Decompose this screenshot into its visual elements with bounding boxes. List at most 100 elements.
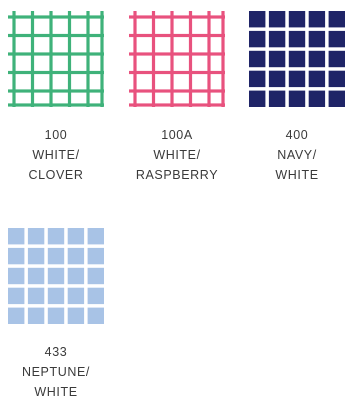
fabric-block: [268, 50, 286, 68]
fabric-horizontal-line: [8, 70, 104, 75]
swatch-color-line1: WHITE/: [153, 148, 201, 162]
fabric-pattern: [8, 228, 104, 324]
fabric-horizontal-line: [129, 89, 225, 93]
swatch-card[interactable]: 100 WHITE/ CLOVER: [8, 11, 108, 185]
swatch-number: 100A: [161, 128, 193, 142]
fabric-block: [67, 267, 85, 285]
swatch-number: 400: [285, 128, 309, 142]
fabric-block: [8, 307, 25, 324]
fabric-block: [87, 228, 104, 245]
swatch-card[interactable]: 433 NEPTUNE/ WHITE: [8, 228, 108, 402]
fabric-block: [8, 267, 25, 285]
fabric-block: [87, 267, 104, 285]
fabric-vertical-line: [221, 11, 225, 107]
fabric-pattern: [8, 11, 104, 107]
fabric-block: [27, 307, 45, 324]
swatch-caption: 400 NAVY/ WHITE: [249, 125, 345, 185]
fabric-swatch-image[interactable]: [8, 11, 104, 107]
fabric-block: [268, 11, 286, 28]
fabric-block: [8, 287, 25, 305]
fabric-block: [87, 247, 104, 265]
fabric-vertical-line: [170, 11, 174, 107]
fabric-vertical-line: [133, 11, 137, 107]
fabric-block: [308, 11, 326, 28]
fabric-block: [27, 247, 45, 265]
fabric-horizontal-line: [129, 70, 225, 75]
fabric-vertical-line: [151, 11, 156, 107]
fabric-vertical-line: [67, 11, 72, 107]
fabric-pattern: [129, 11, 225, 107]
fabric-block: [328, 70, 345, 88]
swatch-caption: 433 NEPTUNE/ WHITE: [8, 342, 104, 402]
fabric-block: [87, 307, 104, 324]
fabric-swatch-image[interactable]: [129, 11, 225, 107]
swatch-caption: 100A WHITE/ RASPBERRY: [129, 125, 225, 185]
swatch-color-line2: RASPBERRY: [135, 168, 219, 182]
fabric-vertical-line: [188, 11, 193, 107]
fabric-block: [249, 90, 266, 107]
fabric-block: [67, 247, 85, 265]
swatch-card[interactable]: 100A WHITE/ RASPBERRY: [129, 11, 229, 185]
fabric-block: [87, 287, 104, 305]
fabric-block: [67, 287, 85, 305]
swatch-color-line1: NEPTUNE/: [21, 365, 90, 379]
fabric-horizontal-line: [129, 52, 225, 56]
fabric-block: [8, 228, 25, 245]
fabric-vertical-line: [100, 11, 104, 107]
fabric-horizontal-line: [8, 52, 104, 56]
fabric-block: [47, 287, 65, 305]
fabric-block: [328, 30, 345, 48]
fabric-block: [249, 50, 266, 68]
fabric-horizontal-line: [129, 103, 225, 107]
fabric-block: [249, 30, 266, 48]
fabric-block: [47, 247, 65, 265]
fabric-block: [47, 228, 65, 245]
fabric-horizontal-line: [8, 33, 104, 38]
fabric-block: [47, 307, 65, 324]
swatch-color-line1: NAVY/: [277, 148, 317, 162]
fabric-block: [328, 11, 345, 28]
fabric-horizontal-line: [8, 103, 104, 107]
fabric-block: [67, 307, 85, 324]
fabric-block: [288, 11, 306, 28]
fabric-block: [268, 90, 286, 107]
fabric-horizontal-line: [129, 33, 225, 38]
fabric-block: [308, 30, 326, 48]
fabric-horizontal-line: [8, 15, 104, 19]
fabric-block: [27, 287, 45, 305]
fabric-swatch-image[interactable]: [8, 228, 104, 324]
fabric-vertical-line: [30, 11, 35, 107]
fabric-block: [308, 50, 326, 68]
swatch-caption: 100 WHITE/ CLOVER: [8, 125, 104, 185]
fabric-block: [288, 50, 306, 68]
swatch-color-line1: WHITE/: [32, 148, 80, 162]
fabric-block: [328, 50, 345, 68]
fabric-vertical-line: [86, 11, 90, 107]
fabric-pattern: [249, 11, 345, 107]
swatch-color-line2: WHITE: [34, 385, 78, 399]
fabric-vertical-line: [207, 11, 211, 107]
fabric-block: [27, 267, 45, 285]
fabric-vertical-line: [49, 11, 53, 107]
fabric-block: [288, 70, 306, 88]
fabric-block: [47, 267, 65, 285]
fabric-block: [268, 30, 286, 48]
fabric-block: [67, 228, 85, 245]
fabric-block: [8, 247, 25, 265]
fabric-block: [249, 70, 266, 88]
fabric-vertical-line: [12, 11, 16, 107]
swatch-number: 433: [44, 345, 68, 359]
swatch-number: 100: [44, 128, 68, 142]
fabric-block: [288, 30, 306, 48]
swatch-color-line2: WHITE: [275, 168, 319, 182]
swatch-card[interactable]: 400 NAVY/ WHITE: [249, 11, 346, 185]
fabric-block: [288, 90, 306, 107]
fabric-horizontal-line: [129, 15, 225, 19]
fabric-swatch-image[interactable]: [249, 11, 345, 107]
fabric-block: [328, 90, 345, 107]
fabric-block: [27, 228, 45, 245]
fabric-horizontal-line: [8, 89, 104, 93]
fabric-block: [308, 90, 326, 107]
fabric-block: [268, 70, 286, 88]
swatch-color-line2: CLOVER: [28, 168, 84, 182]
